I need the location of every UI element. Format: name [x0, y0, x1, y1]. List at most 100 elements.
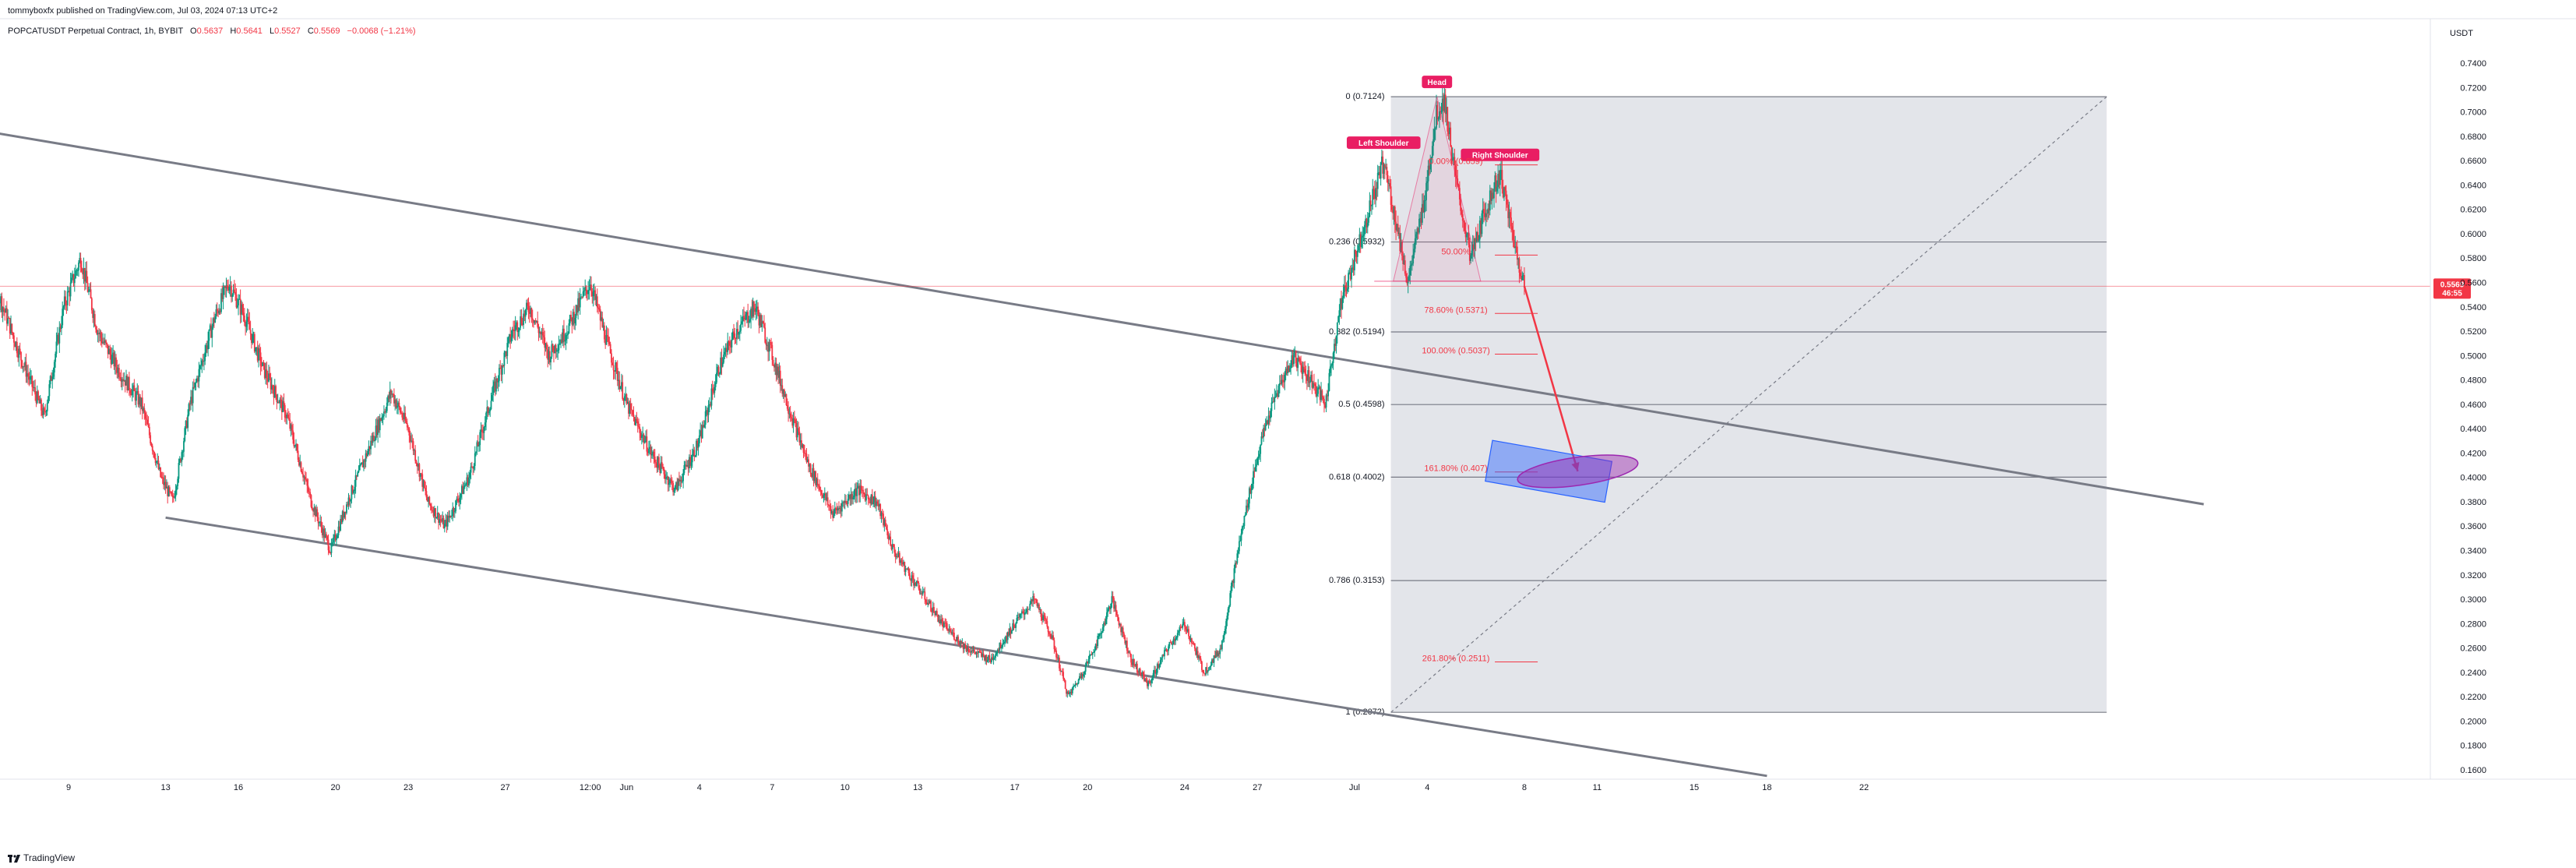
candle-body: [180, 458, 181, 462]
candle-body: [121, 379, 123, 382]
candle-body: [1349, 272, 1351, 280]
candle-body: [1144, 675, 1145, 681]
candle-body: [1277, 385, 1280, 397]
candle-body: [15, 341, 17, 348]
candle-body: [388, 395, 390, 399]
candle-body: [1006, 636, 1008, 640]
price-tick-label: 0.3000: [2460, 595, 2486, 605]
candle-body: [1052, 635, 1055, 640]
candle-body: [1369, 200, 1371, 217]
time-axis[interactable]: 9 13 16 20 23 27 12:00 Jun 4 7 10 13 17 20 24 27 Jul 4 8 11…: [0, 778, 2576, 792]
candle-body: [907, 568, 909, 570]
candle-body: [1266, 420, 1267, 425]
candle-body: [696, 440, 697, 456]
candle-body: [241, 304, 244, 313]
candle-body: [536, 320, 537, 323]
candle-body: [1022, 611, 1024, 613]
candle-body: [704, 411, 707, 425]
candle-body: [1145, 679, 1147, 683]
target-zone-ellipse[interactable]: [1516, 449, 1640, 493]
candle-body: [1456, 175, 1457, 179]
candle-body: [570, 314, 572, 318]
candle-body: [1334, 344, 1335, 353]
candle-body: [242, 312, 245, 316]
candle-body: [343, 511, 344, 518]
candle-body: [1393, 206, 1395, 213]
candle-body: [626, 401, 629, 404]
candle-body: [1246, 505, 1249, 508]
target-zone-box[interactable]: [1485, 439, 1613, 503]
candle-body: [357, 472, 359, 477]
candle-body: [1202, 669, 1204, 672]
candle-body: [789, 413, 791, 418]
candle-body: [1390, 204, 1393, 210]
candle-body: [426, 497, 428, 502]
candle-body: [981, 653, 984, 657]
candle-body: [1005, 636, 1007, 642]
candle-body: [441, 520, 442, 522]
price-axis[interactable]: USDT 0.556946:550.74000.72000.70000.6800…: [0, 18, 2576, 779]
candle-body: [929, 601, 931, 604]
fibonacci-retracement[interactable]: 0 (0.7124)0.236 (0.5932)0.382 (0.5194)0.…: [1329, 92, 2107, 717]
candle-body: [1432, 139, 1435, 146]
candle-body: [995, 654, 997, 658]
candle-body: [509, 334, 512, 342]
candle-body: [1186, 629, 1189, 632]
candle-body: [1454, 165, 1457, 176]
candle-body: [1156, 664, 1158, 673]
candle-body: [1152, 672, 1154, 678]
candle-body: [263, 362, 265, 363]
candle-body: [857, 485, 859, 489]
candle-body: [887, 535, 890, 540]
candle-body: [218, 310, 220, 314]
candle-body: [389, 390, 391, 399]
candle-body: [1044, 616, 1046, 619]
time-tick-label: 18: [1762, 783, 1771, 792]
candle-body: [102, 341, 104, 344]
candle-body: [551, 344, 553, 357]
candle-body: [1015, 623, 1017, 628]
candle-body: [306, 479, 308, 486]
candle-body: [263, 362, 266, 379]
tradingview-footer[interactable]: TradingView: [8, 852, 75, 863]
candle-body: [1138, 669, 1140, 673]
current-price-tag[interactable]: [2433, 278, 2471, 299]
price-tick-label: 0.1800: [2460, 742, 2486, 751]
candle-body: [275, 386, 277, 395]
candle-body: [615, 362, 618, 369]
candle-body: [900, 560, 902, 563]
candle-body: [1254, 466, 1256, 472]
candle-body: [677, 478, 679, 490]
candle-body: [1242, 526, 1245, 528]
candle-body: [320, 521, 322, 528]
candle-body: [303, 476, 305, 478]
candle-body: [974, 651, 977, 655]
candle-body: [914, 582, 917, 586]
candle-body: [629, 403, 631, 414]
candle-body: [1111, 596, 1113, 604]
candle-body: [1084, 665, 1087, 672]
change-value: −0.0068 (−1.21%): [347, 26, 416, 36]
candle-body: [473, 465, 475, 469]
channel-upper-line[interactable]: [0, 117, 2204, 506]
candle-body: [251, 333, 252, 344]
candle-body: [918, 583, 920, 589]
candle-body: [537, 320, 539, 327]
candle-body: [674, 485, 676, 491]
candle-body: [805, 453, 808, 463]
candle-body: [171, 492, 173, 496]
candle-body: [866, 494, 869, 496]
candle-body: [1409, 266, 1411, 275]
candle-body: [39, 399, 41, 404]
candle-body: [353, 491, 354, 493]
candle-body: [1133, 658, 1135, 666]
candle-body: [374, 439, 376, 442]
candle-body: [768, 342, 770, 352]
candle-body: [783, 389, 785, 397]
candle-body: [1468, 245, 1471, 261]
candle-body: [1478, 220, 1481, 240]
symbol-name[interactable]: POPCATUSDT Perpetual Contract, 1h, BYBIT: [8, 26, 183, 36]
candle-body: [1183, 622, 1186, 627]
